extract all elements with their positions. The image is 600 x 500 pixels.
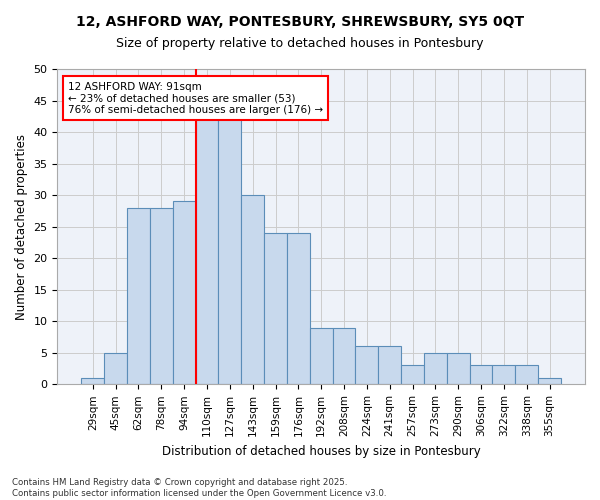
Bar [82, 378, 104, 384]
Bar [196, 120, 218, 384]
Bar [264, 233, 287, 384]
Bar [379, 346, 401, 385]
Bar [332, 328, 355, 384]
Bar [470, 366, 493, 384]
Text: 12 ASHFORD WAY: 91sqm
← 23% of detached houses are smaller (53)
76% of semi-deta: 12 ASHFORD WAY: 91sqm ← 23% of detached … [68, 82, 323, 115]
Y-axis label: Number of detached properties: Number of detached properties [15, 134, 28, 320]
Bar [401, 366, 424, 384]
Bar [310, 328, 332, 384]
Bar [127, 208, 150, 384]
Bar [447, 353, 470, 384]
Bar [218, 120, 241, 384]
Text: Contains HM Land Registry data © Crown copyright and database right 2025.
Contai: Contains HM Land Registry data © Crown c… [12, 478, 386, 498]
Bar [515, 366, 538, 384]
Bar [287, 233, 310, 384]
Bar [104, 353, 127, 384]
Text: Size of property relative to detached houses in Pontesbury: Size of property relative to detached ho… [116, 38, 484, 51]
Bar [493, 366, 515, 384]
Text: 12, ASHFORD WAY, PONTESBURY, SHREWSBURY, SY5 0QT: 12, ASHFORD WAY, PONTESBURY, SHREWSBURY,… [76, 15, 524, 29]
Bar [355, 346, 379, 385]
Bar [538, 378, 561, 384]
Bar [241, 195, 264, 384]
Bar [424, 353, 447, 384]
X-axis label: Distribution of detached houses by size in Pontesbury: Distribution of detached houses by size … [162, 444, 481, 458]
Bar [173, 202, 196, 384]
Bar [150, 208, 173, 384]
